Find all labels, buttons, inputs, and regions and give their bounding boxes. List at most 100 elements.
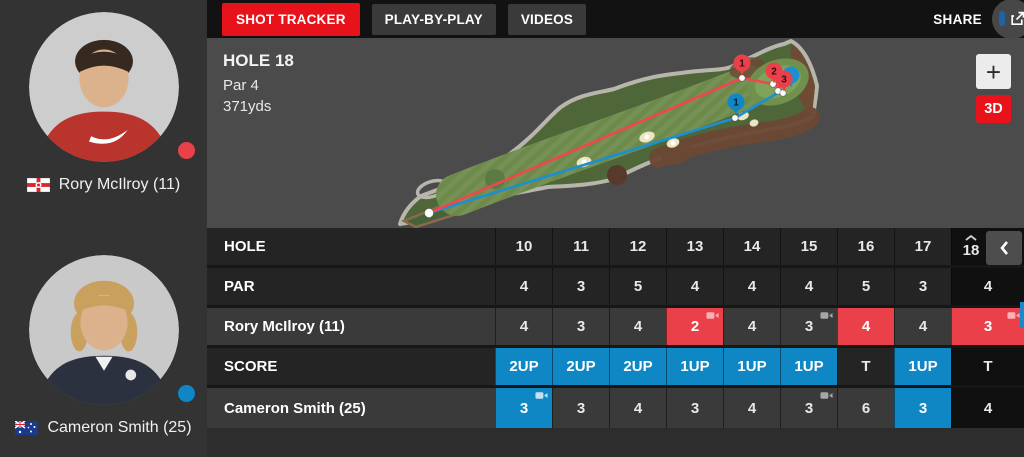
svg-text:2: 2 bbox=[771, 67, 777, 78]
scorecard-row-cameron: Cameron Smith (25) 3 3 4 3 4 3 6 3 4 bbox=[207, 388, 1024, 428]
row-label-par: PAR bbox=[224, 278, 255, 295]
cell-cameron-15[interactable]: 3 bbox=[780, 388, 837, 428]
cell-cameron-12: 4 bbox=[609, 388, 666, 428]
share-icon bbox=[1011, 11, 1024, 26]
cell-rory-14: 4 bbox=[723, 308, 780, 345]
svg-text:3: 3 bbox=[781, 75, 787, 86]
scorecard-row-hole: HOLE 10 11 12 13 14 15 16 17 18 bbox=[207, 228, 1024, 268]
cell-rory-17: 4 bbox=[894, 308, 951, 345]
cell-par-10: 4 bbox=[495, 268, 552, 305]
shot-pin-1[interactable]: 1 bbox=[733, 54, 751, 76]
hole-title: HOLE 18 bbox=[223, 51, 294, 70]
course-map: 1 23 1 bbox=[398, 39, 820, 228]
player-photo bbox=[28, 12, 179, 162]
cell-par-16: 5 bbox=[837, 268, 894, 305]
cell-score-13: 1UP bbox=[666, 348, 723, 385]
avatar-cameron bbox=[28, 255, 195, 405]
tab-bar: SHOT TRACKER PLAY-BY-PLAY VIDEOS SHARE bbox=[207, 0, 1024, 39]
scorecard-rows: HOLE 10 11 12 13 14 15 16 17 18 PAR 4 3 5 4 4 4 5 3 4 Rory M… bbox=[207, 228, 1024, 428]
waste-blob bbox=[661, 143, 693, 165]
cell-hole-14: 14 bbox=[723, 228, 780, 265]
cell-hole-12: 12 bbox=[609, 228, 666, 265]
chevron-left-icon bbox=[1000, 241, 1008, 255]
cell-hole-10: 10 bbox=[495, 228, 552, 265]
shot-ball bbox=[769, 80, 777, 88]
tee-ball bbox=[423, 207, 435, 219]
video-camera-icon bbox=[1007, 311, 1020, 320]
video-camera-icon bbox=[820, 391, 833, 400]
shot-ball bbox=[779, 89, 787, 97]
cell-cameron-10[interactable]: 3 bbox=[495, 388, 552, 428]
svg-text:1: 1 bbox=[733, 98, 739, 109]
tab-play-by-play[interactable]: PLAY-BY-PLAY bbox=[371, 3, 496, 35]
player-color-dot bbox=[177, 385, 195, 402]
cell-rory-15[interactable]: 3 bbox=[780, 308, 837, 345]
scorecard-row-score: SCORE 2UP 2UP 2UP 1UP 1UP 1UP T 1UP T bbox=[207, 348, 1024, 388]
player-color-dot bbox=[177, 142, 195, 159]
players-sidebar: Rory McIlroy (11) bbox=[0, 0, 207, 457]
hole-map: HOLE 18 Par 4 371yds + 3D bbox=[207, 38, 1024, 228]
cell-par-12: 5 bbox=[609, 268, 666, 305]
shot-pin-1[interactable]: 1 bbox=[727, 93, 745, 115]
video-camera-icon bbox=[820, 311, 833, 320]
rough-patch bbox=[485, 169, 505, 189]
share-label: SHARE bbox=[933, 11, 982, 27]
shot-pin-3[interactable]: 3 bbox=[775, 70, 793, 92]
tab-bar-tabs: SHOT TRACKER PLAY-BY-PLAY VIDEOS bbox=[222, 2, 587, 36]
scroll-indicator bbox=[1020, 302, 1024, 328]
shot-lines: 1 23 1 bbox=[423, 54, 800, 219]
cell-score-10: 2UP bbox=[495, 348, 552, 385]
video-camera-icon bbox=[535, 391, 548, 400]
main-panel: SHOT TRACKER PLAY-BY-PLAY VIDEOS SHARE HOL… bbox=[207, 0, 1024, 457]
tab-shot-tracker[interactable]: SHOT TRACKER bbox=[222, 2, 360, 36]
cell-par-18: 4 bbox=[951, 268, 1024, 305]
share-blue-pill bbox=[999, 11, 1005, 26]
cell-hole-11: 11 bbox=[552, 228, 609, 265]
player-photo bbox=[28, 255, 179, 405]
cell-score-16: T bbox=[837, 348, 894, 385]
share-area: SHARE bbox=[933, 0, 1024, 39]
map-controls: + 3D bbox=[976, 54, 1011, 123]
cell-score-12: 2UP bbox=[609, 348, 666, 385]
player-card: Rory McIlroy (11) bbox=[0, 12, 207, 194]
cell-score-17: 1UP bbox=[894, 348, 951, 385]
mode-3d-button[interactable]: 3D bbox=[976, 95, 1011, 123]
tab-videos[interactable]: VIDEOS bbox=[507, 3, 587, 35]
cell-rory-18[interactable]: 3 bbox=[951, 308, 1024, 345]
cell-score-11: 2UP bbox=[552, 348, 609, 385]
flag-icon bbox=[15, 421, 39, 435]
shot-ball bbox=[731, 114, 739, 122]
cell-score-15: 1UP bbox=[780, 348, 837, 385]
player-name: Rory McIlroy (11) bbox=[58, 176, 181, 193]
cell-rory-12: 4 bbox=[609, 308, 666, 345]
scorecard-row-rory: Rory McIlroy (11) 4 3 4 2 4 3 4 4 3 bbox=[207, 308, 1024, 348]
player-card: Cameron Smith (25) bbox=[0, 255, 207, 437]
row-label-rory: Rory McIlroy (11) bbox=[224, 318, 345, 335]
player-name: Cameron Smith (25) bbox=[47, 419, 192, 436]
footer-strip bbox=[207, 428, 1024, 457]
cell-rory-13[interactable]: 2 bbox=[666, 308, 723, 345]
cell-par-13: 4 bbox=[666, 268, 723, 305]
svg-text:1: 1 bbox=[739, 59, 745, 70]
row-label-hole: HOLE bbox=[224, 238, 266, 255]
cell-par-15: 4 bbox=[780, 268, 837, 305]
cell-rory-10: 4 bbox=[495, 308, 552, 345]
cell-cameron-18: 4 bbox=[951, 388, 1024, 428]
share-button[interactable] bbox=[992, 0, 1024, 39]
hole-info: HOLE 18 Par 4 371yds bbox=[223, 51, 294, 117]
shot-line-red bbox=[428, 76, 782, 215]
scorecard-prev-holes-button[interactable] bbox=[986, 231, 1022, 265]
cell-hole-17: 17 bbox=[894, 228, 951, 265]
flag-icon bbox=[26, 178, 50, 192]
hole-par: Par 4 bbox=[223, 77, 259, 94]
cell-par-11: 3 bbox=[552, 268, 609, 305]
cell-hole-13: 13 bbox=[666, 228, 723, 265]
cell-cameron-11: 3 bbox=[552, 388, 609, 428]
zoom-in-button[interactable]: + bbox=[976, 54, 1011, 89]
cell-cameron-13: 3 bbox=[666, 388, 723, 428]
cell-par-14: 4 bbox=[723, 268, 780, 305]
avatar-rory bbox=[28, 12, 195, 162]
cell-rory-16: 4 bbox=[837, 308, 894, 345]
cell-cameron-16: 6 bbox=[837, 388, 894, 428]
